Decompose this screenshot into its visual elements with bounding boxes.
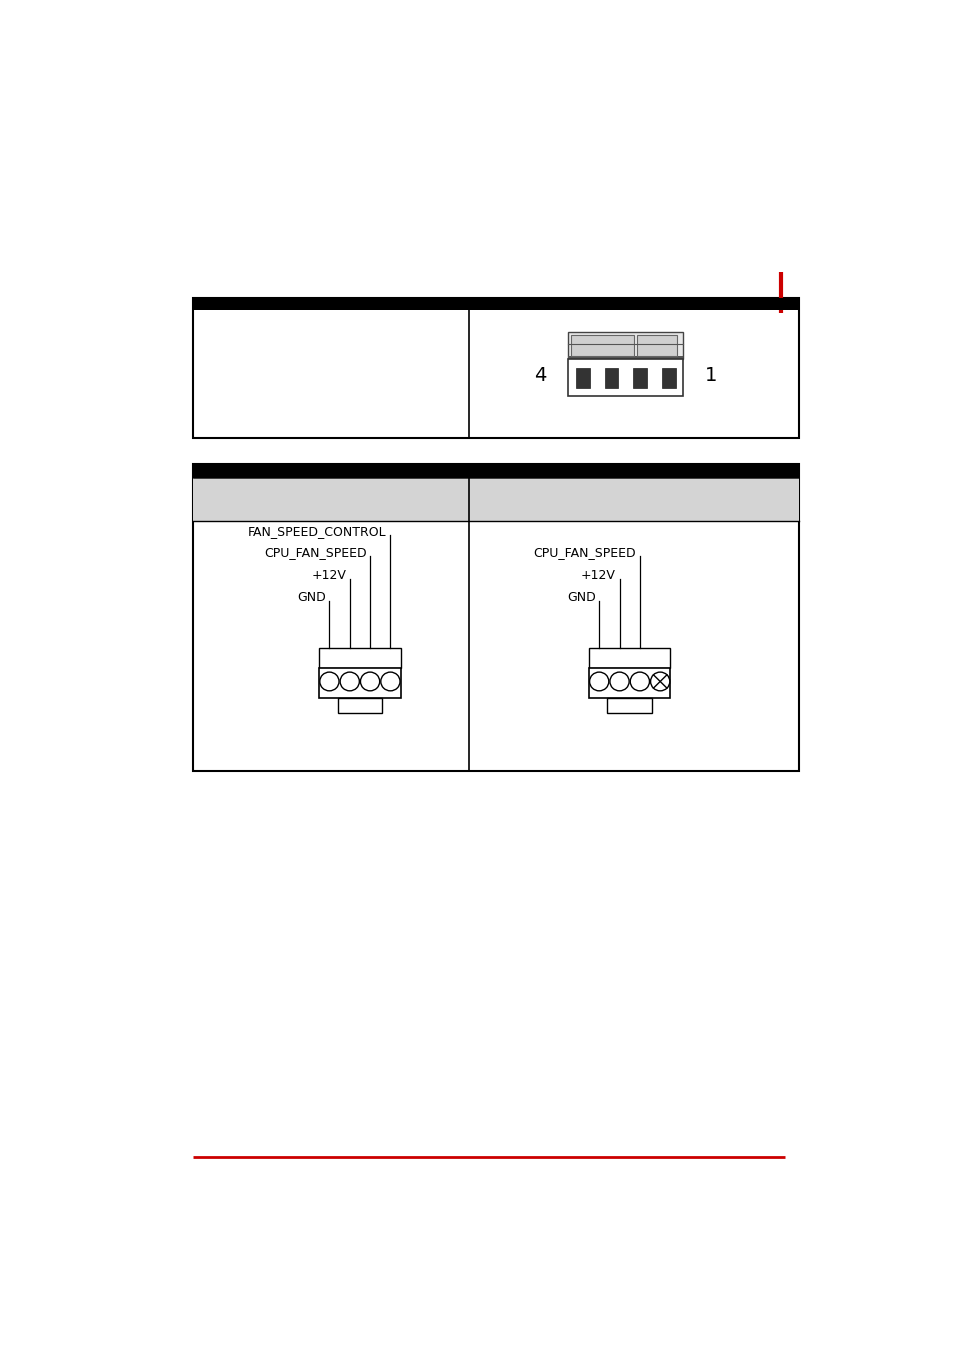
Bar [570,335,633,356]
Bar [337,698,382,713]
Text: GND: GND [566,591,595,604]
Bar [319,648,400,668]
Text: 4: 4 [534,366,546,385]
Text: CPU_FAN_SPEED: CPU_FAN_SPEED [533,546,636,560]
Ellipse shape [340,672,359,691]
Text: GND: GND [296,591,325,604]
Ellipse shape [360,672,379,691]
Bar [588,648,670,668]
Text: 1: 1 [704,366,717,385]
Bar [193,297,799,438]
Bar [568,357,682,364]
Bar [193,477,799,522]
Bar [588,668,670,698]
Ellipse shape [319,672,338,691]
Ellipse shape [650,672,669,691]
Text: FAN_SPEED_CONTROL: FAN_SPEED_CONTROL [248,525,386,538]
Bar [637,335,677,356]
Bar [568,360,682,396]
Ellipse shape [380,672,399,691]
Text: +12V: +12V [580,569,616,583]
Bar [607,698,652,713]
Bar [193,297,799,310]
Text: CPU_FAN_SPEED: CPU_FAN_SPEED [263,546,366,560]
Bar [193,464,799,477]
Ellipse shape [589,672,608,691]
Ellipse shape [630,672,649,691]
Bar [633,368,646,388]
Bar [661,368,675,388]
Text: +12V: +12V [311,569,346,583]
Bar [568,331,682,360]
Bar [576,368,589,388]
Bar [319,668,400,698]
Bar [604,368,618,388]
Ellipse shape [609,672,628,691]
Bar [193,464,799,771]
